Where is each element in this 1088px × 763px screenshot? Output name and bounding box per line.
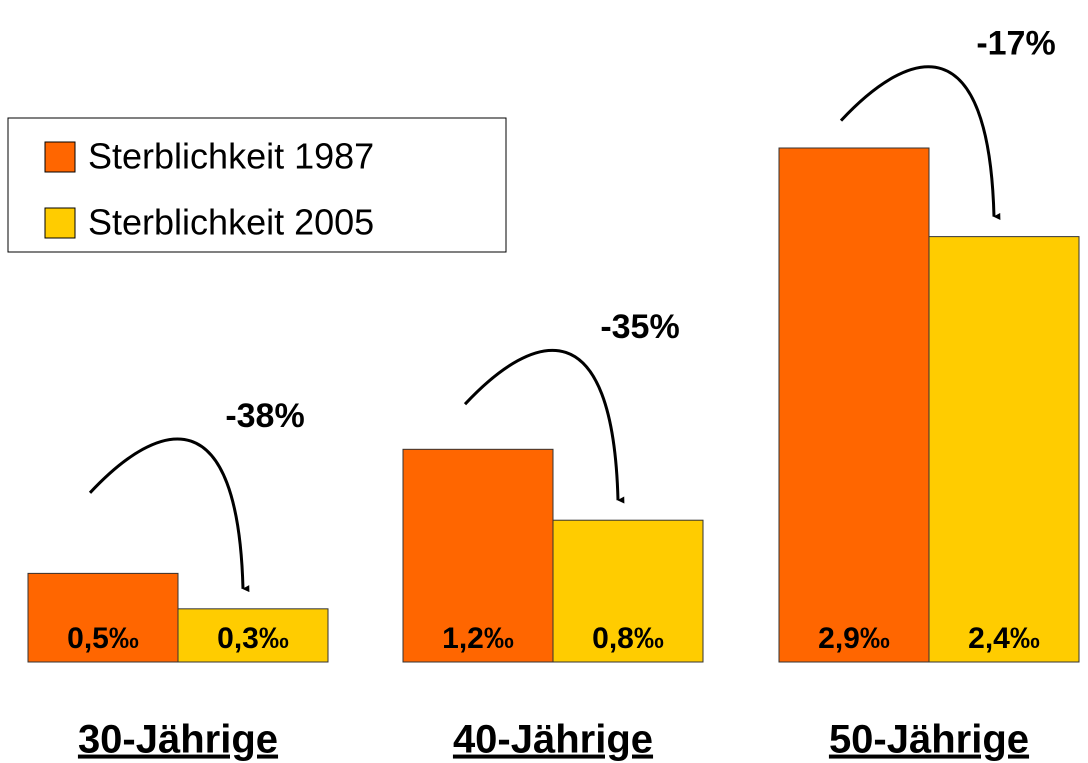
annotation: -35% — [600, 308, 679, 346]
value-label: 2,4‰ — [968, 622, 1040, 655]
change-arrow — [88, 437, 250, 593]
category-label: 30-Jährige — [78, 718, 278, 762]
bar — [552, 519, 704, 663]
bar — [778, 147, 930, 663]
bar — [402, 448, 554, 663]
legend-label: Sterblichkeit 2005 — [88, 202, 374, 243]
bar — [177, 608, 329, 663]
bar — [27, 572, 179, 663]
legend-swatch — [44, 141, 76, 173]
change-arrow — [463, 349, 625, 504]
annotation: -38% — [225, 397, 304, 435]
legend-label: Sterblichkeit 1987 — [88, 136, 374, 177]
category-label: 50-Jährige — [829, 718, 1029, 762]
bar — [928, 236, 1080, 663]
annotation: -17% — [976, 25, 1055, 63]
category-label: 40-Jährige — [453, 718, 653, 762]
value-label: 1,2‰ — [442, 622, 514, 655]
value-label: 0,8‰ — [592, 622, 664, 655]
value-label: 0,3‰ — [217, 622, 289, 655]
value-label: 0,5‰ — [67, 622, 139, 655]
legend-swatch — [44, 207, 76, 239]
change-arrow — [839, 65, 1001, 220]
value-label: 2,9‰ — [818, 622, 890, 655]
legend-box — [7, 117, 507, 253]
